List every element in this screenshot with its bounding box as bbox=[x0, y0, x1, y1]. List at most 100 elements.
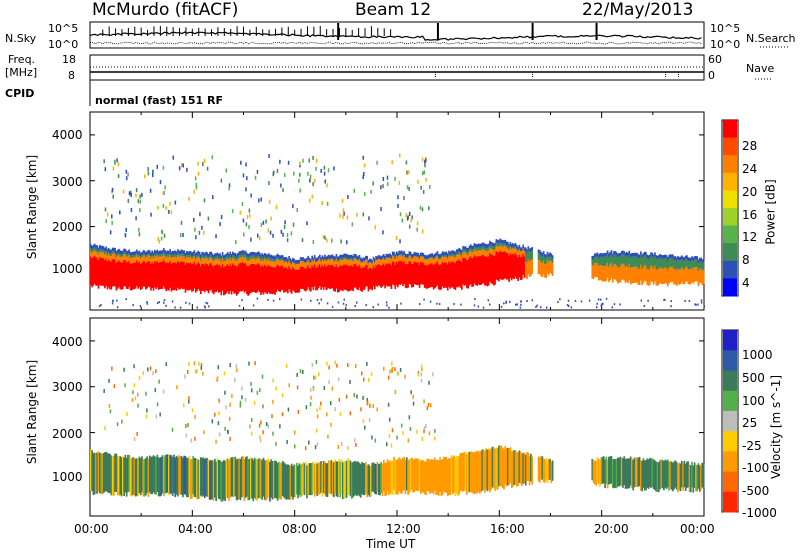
power-scatter bbox=[195, 182, 198, 187]
power-cell bbox=[684, 259, 687, 268]
power-cell bbox=[471, 252, 473, 259]
power-cell bbox=[538, 249, 541, 254]
freq-unit-label: [MHz] bbox=[5, 66, 38, 79]
velocity-cell bbox=[431, 459, 434, 493]
power-cell bbox=[356, 255, 358, 260]
power-cell bbox=[487, 243, 490, 248]
power-cell bbox=[441, 254, 444, 257]
power-cell bbox=[623, 264, 626, 271]
power-cell bbox=[91, 258, 93, 288]
power-cell bbox=[350, 258, 353, 260]
power-cell bbox=[693, 256, 696, 260]
power-scatter bbox=[185, 301, 187, 304]
velocity-cell bbox=[178, 455, 180, 494]
power-scatter bbox=[211, 155, 214, 160]
power-scatter bbox=[516, 303, 518, 306]
power-cell bbox=[121, 250, 124, 255]
power-cell bbox=[197, 250, 200, 255]
power-cell bbox=[453, 256, 455, 263]
power-cell bbox=[650, 255, 652, 266]
velocity-cell bbox=[229, 458, 232, 498]
power-cell bbox=[596, 268, 599, 278]
velocity-scatter bbox=[420, 372, 423, 377]
power-scatter bbox=[374, 225, 376, 230]
power-cell bbox=[509, 245, 512, 248]
power-cell bbox=[625, 255, 628, 266]
power-cell bbox=[526, 252, 528, 264]
power-cell bbox=[656, 256, 659, 260]
power-cell bbox=[343, 264, 345, 290]
power-cell bbox=[473, 255, 476, 284]
velocity-scatter bbox=[315, 428, 318, 433]
velocity-cbar-tick-25: 25 bbox=[742, 416, 758, 430]
power-cell bbox=[398, 260, 400, 285]
velocity-cell bbox=[240, 456, 243, 498]
power-cell bbox=[537, 260, 540, 266]
power-cell bbox=[299, 257, 302, 261]
power-cell bbox=[459, 260, 462, 288]
power-cell bbox=[545, 254, 548, 259]
power-cell bbox=[613, 254, 615, 264]
power-scatter bbox=[201, 225, 203, 230]
velocity-scatter bbox=[259, 388, 261, 393]
power-cell bbox=[591, 270, 594, 279]
power-scatter bbox=[169, 201, 171, 206]
velocity-scatter bbox=[261, 374, 264, 379]
power-cell bbox=[530, 248, 532, 252]
power-cell bbox=[689, 261, 692, 270]
power-scatter bbox=[202, 162, 204, 167]
power-cell bbox=[417, 252, 420, 257]
power-cell bbox=[228, 265, 230, 295]
power-cell bbox=[367, 263, 370, 270]
power-scatter bbox=[240, 160, 242, 165]
power-cell bbox=[341, 265, 344, 292]
velocity-cell bbox=[422, 460, 425, 493]
power-cell bbox=[272, 261, 275, 267]
power-cell bbox=[400, 260, 403, 284]
power-scatter bbox=[397, 203, 399, 208]
velocity-scatter bbox=[420, 364, 423, 369]
velocity-scatter bbox=[214, 412, 216, 417]
power-cell bbox=[445, 255, 448, 258]
velocity-scatter bbox=[433, 436, 436, 441]
velocity-cell bbox=[221, 461, 224, 502]
power-cell bbox=[215, 259, 218, 265]
power-cell bbox=[339, 259, 342, 266]
power-cell bbox=[321, 264, 324, 288]
power-cell bbox=[233, 265, 235, 294]
power-scatter bbox=[425, 158, 427, 163]
power-cell bbox=[124, 252, 127, 255]
velocity-cell bbox=[146, 456, 148, 494]
power-cell bbox=[320, 261, 322, 268]
power-cell bbox=[168, 254, 170, 258]
power-scatter bbox=[380, 185, 382, 190]
velocity-scatter bbox=[312, 387, 315, 392]
power-cell bbox=[604, 266, 606, 272]
power-cell bbox=[550, 266, 553, 274]
power-cell bbox=[397, 257, 399, 264]
power-cell bbox=[310, 263, 312, 269]
power-cell bbox=[647, 269, 650, 276]
power-cell bbox=[608, 253, 610, 257]
power-cell bbox=[675, 261, 678, 271]
velocity-cell bbox=[242, 456, 244, 497]
power-scatter bbox=[246, 215, 249, 220]
power-cell bbox=[265, 265, 267, 294]
power-cell bbox=[680, 272, 683, 283]
nave-tick-top: 60 bbox=[708, 53, 722, 66]
power-cell bbox=[389, 263, 392, 287]
velocity-scatter bbox=[310, 395, 312, 400]
power-cell bbox=[160, 262, 163, 290]
power-cell bbox=[125, 254, 128, 257]
velocity-cell bbox=[133, 457, 136, 496]
power-cell bbox=[541, 268, 544, 278]
power-cell bbox=[297, 263, 299, 265]
power-cell bbox=[599, 253, 601, 258]
power-cell bbox=[211, 259, 214, 266]
power-cell bbox=[505, 245, 508, 248]
power-cell bbox=[124, 260, 127, 287]
velocity-scatter bbox=[389, 369, 391, 374]
velocity-cell bbox=[357, 461, 360, 495]
power-cell bbox=[469, 256, 472, 285]
power-cell bbox=[235, 258, 238, 262]
